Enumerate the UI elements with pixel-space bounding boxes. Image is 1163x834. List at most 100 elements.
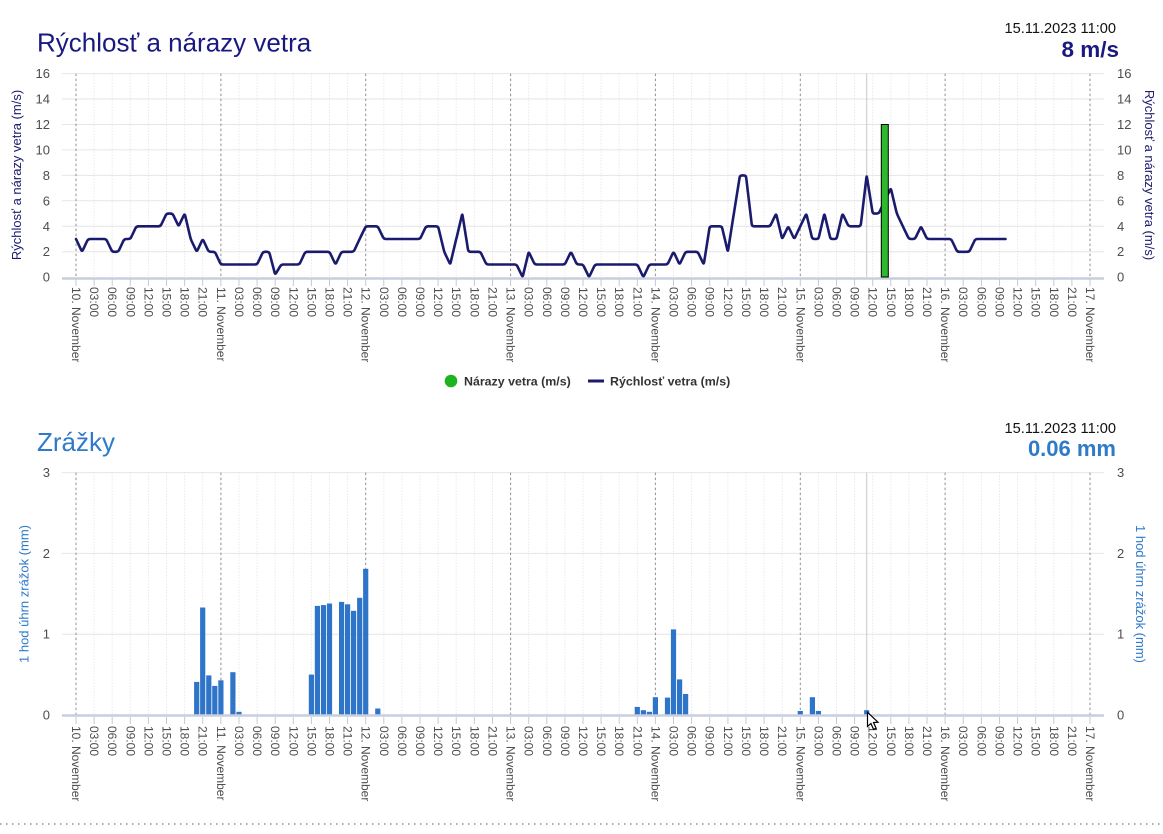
svg-text:1 hod úhrn zrážok (mm): 1 hod úhrn zrážok (mm) — [17, 525, 32, 663]
svg-text:12: 12 — [1117, 117, 1131, 132]
svg-text:03:00: 03:00 — [232, 726, 246, 756]
svg-text:10. November: 10. November — [69, 287, 83, 362]
svg-text:15. November: 15. November — [793, 287, 807, 362]
svg-text:21:00: 21:00 — [486, 287, 500, 317]
svg-text:03:00: 03:00 — [522, 287, 536, 317]
svg-text:18:00: 18:00 — [757, 726, 771, 756]
svg-text:12. November: 12. November — [359, 726, 373, 801]
svg-text:03:00: 03:00 — [377, 287, 391, 317]
svg-text:15:00: 15:00 — [160, 726, 174, 756]
svg-text:1: 1 — [43, 627, 50, 642]
svg-text:03:00: 03:00 — [232, 287, 246, 317]
svg-text:06:00: 06:00 — [250, 287, 264, 317]
svg-text:11. November: 11. November — [214, 726, 228, 800]
svg-text:03:00: 03:00 — [956, 287, 970, 317]
svg-text:1 hod úhrn zrážok (mm): 1 hod úhrn zrážok (mm) — [1133, 525, 1148, 663]
svg-text:15.11.2023 11:00: 15.11.2023 11:00 — [1005, 21, 1116, 37]
svg-text:15:00: 15:00 — [304, 287, 318, 317]
svg-text:10. November: 10. November — [69, 726, 83, 801]
svg-text:0.06 mm: 0.06 mm — [1028, 436, 1116, 461]
svg-text:03:00: 03:00 — [87, 287, 101, 317]
svg-text:15. November: 15. November — [793, 726, 807, 801]
svg-text:21:00: 21:00 — [196, 287, 210, 317]
svg-text:14. November: 14. November — [648, 726, 662, 801]
svg-text:06:00: 06:00 — [105, 726, 119, 756]
svg-text:15.11.2023 11:00: 15.11.2023 11:00 — [1005, 421, 1116, 437]
svg-text:12:00: 12:00 — [721, 287, 735, 317]
svg-text:Rýchlosť vetra (m/s): Rýchlosť vetra (m/s) — [610, 375, 730, 389]
svg-text:06:00: 06:00 — [395, 726, 409, 756]
svg-text:17. November: 17. November — [1083, 287, 1097, 362]
svg-text:12:00: 12:00 — [866, 726, 880, 756]
svg-text:09:00: 09:00 — [558, 726, 572, 756]
svg-text:11. November: 11. November — [214, 287, 228, 361]
svg-text:Zrážky: Zrážky — [37, 427, 115, 457]
svg-text:12:00: 12:00 — [1011, 287, 1025, 317]
svg-text:12:00: 12:00 — [286, 287, 300, 317]
svg-text:21:00: 21:00 — [486, 726, 500, 756]
svg-text:09:00: 09:00 — [123, 726, 137, 756]
svg-text:03:00: 03:00 — [87, 726, 101, 756]
svg-text:8: 8 — [1117, 168, 1124, 183]
svg-text:09:00: 09:00 — [848, 287, 862, 317]
svg-text:15:00: 15:00 — [739, 287, 753, 317]
svg-text:16: 16 — [36, 66, 50, 81]
svg-text:09:00: 09:00 — [413, 726, 427, 756]
svg-text:2: 2 — [1117, 244, 1124, 259]
svg-text:03:00: 03:00 — [522, 726, 536, 756]
svg-text:13. November: 13. November — [504, 287, 518, 362]
svg-text:06:00: 06:00 — [105, 287, 119, 317]
svg-text:06:00: 06:00 — [540, 287, 554, 317]
svg-text:2: 2 — [43, 546, 50, 561]
svg-text:18:00: 18:00 — [902, 287, 916, 317]
svg-text:15:00: 15:00 — [1029, 726, 1043, 756]
svg-text:3: 3 — [43, 465, 50, 480]
svg-text:17. November: 17. November — [1083, 726, 1097, 801]
svg-text:12:00: 12:00 — [1011, 726, 1025, 756]
svg-text:10: 10 — [36, 142, 50, 157]
svg-text:18:00: 18:00 — [612, 287, 626, 317]
svg-text:16: 16 — [1117, 66, 1131, 81]
svg-text:2: 2 — [1117, 546, 1124, 561]
svg-text:18:00: 18:00 — [323, 287, 337, 317]
svg-text:15:00: 15:00 — [594, 726, 608, 756]
svg-text:12:00: 12:00 — [431, 726, 445, 756]
svg-text:09:00: 09:00 — [123, 287, 137, 317]
svg-text:0: 0 — [43, 708, 50, 723]
svg-text:15:00: 15:00 — [160, 287, 174, 317]
svg-text:21:00: 21:00 — [341, 287, 355, 317]
svg-text:12:00: 12:00 — [576, 287, 590, 317]
svg-text:Nárazy vetra (m/s): Nárazy vetra (m/s) — [464, 375, 571, 389]
svg-text:03:00: 03:00 — [667, 287, 681, 317]
svg-text:0: 0 — [43, 270, 50, 285]
svg-text:15:00: 15:00 — [884, 287, 898, 317]
svg-text:09:00: 09:00 — [703, 287, 717, 317]
svg-text:18:00: 18:00 — [1047, 287, 1061, 317]
svg-text:06:00: 06:00 — [395, 287, 409, 317]
svg-text:21:00: 21:00 — [630, 726, 644, 756]
svg-text:12:00: 12:00 — [431, 287, 445, 317]
svg-text:18:00: 18:00 — [757, 287, 771, 317]
svg-text:21:00: 21:00 — [775, 726, 789, 756]
svg-text:03:00: 03:00 — [667, 726, 681, 756]
svg-text:21:00: 21:00 — [341, 726, 355, 756]
svg-text:Rýchlosť a nárazy vetra: Rýchlosť a nárazy vetra — [37, 28, 312, 58]
svg-text:14: 14 — [1117, 92, 1131, 107]
svg-text:16. November: 16. November — [938, 287, 952, 362]
svg-text:0: 0 — [1117, 708, 1124, 723]
svg-text:09:00: 09:00 — [848, 726, 862, 756]
svg-text:12:00: 12:00 — [721, 726, 735, 756]
svg-text:21:00: 21:00 — [920, 726, 934, 756]
svg-text:8: 8 — [43, 168, 50, 183]
svg-text:15:00: 15:00 — [304, 726, 318, 756]
svg-text:06:00: 06:00 — [830, 726, 844, 756]
svg-text:09:00: 09:00 — [413, 287, 427, 317]
svg-text:14: 14 — [36, 92, 50, 107]
svg-text:21:00: 21:00 — [1065, 726, 1079, 756]
svg-text:8 m/s: 8 m/s — [1061, 37, 1119, 62]
svg-text:18:00: 18:00 — [178, 726, 192, 756]
svg-text:06:00: 06:00 — [540, 726, 554, 756]
svg-text:15:00: 15:00 — [449, 287, 463, 317]
svg-text:03:00: 03:00 — [811, 287, 825, 317]
svg-text:21:00: 21:00 — [1065, 287, 1079, 317]
